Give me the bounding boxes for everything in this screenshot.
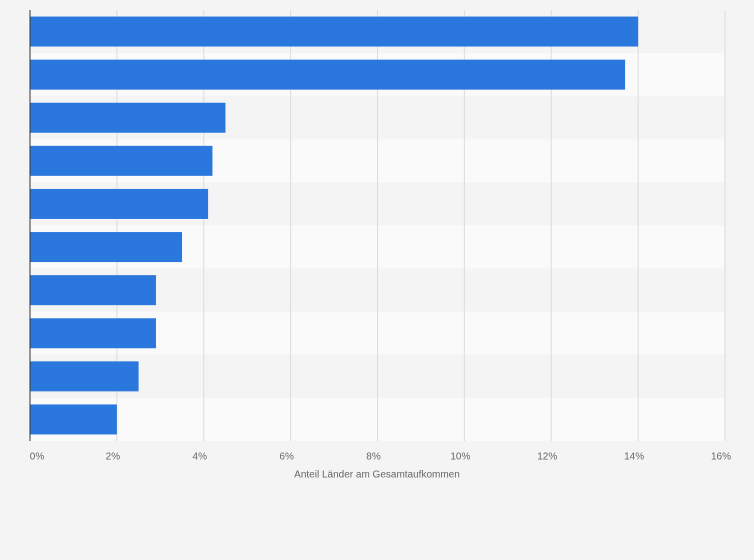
bar	[30, 102, 226, 133]
x-tick-label: 6%	[279, 452, 294, 463]
bar	[30, 404, 117, 435]
bar	[30, 188, 209, 219]
x-tick-label: 8%	[366, 452, 381, 463]
x-tick-label: 12%	[537, 452, 557, 463]
bar	[30, 318, 156, 349]
x-tick-label: 14%	[624, 452, 644, 463]
x-axis-label: Anteil Länder am Gesamtaufkommen	[294, 470, 460, 481]
x-tick-label: 2%	[106, 452, 121, 463]
bar	[30, 145, 213, 176]
bar	[30, 16, 639, 47]
bar	[30, 59, 626, 90]
x-tick-label: 4%	[193, 452, 208, 463]
bar	[30, 275, 156, 306]
x-tick-label: 0%	[30, 452, 45, 463]
bar	[30, 361, 139, 392]
bar	[30, 232, 183, 263]
x-tick-label: 10%	[450, 452, 470, 463]
x-tick-label: 16%	[711, 452, 731, 463]
